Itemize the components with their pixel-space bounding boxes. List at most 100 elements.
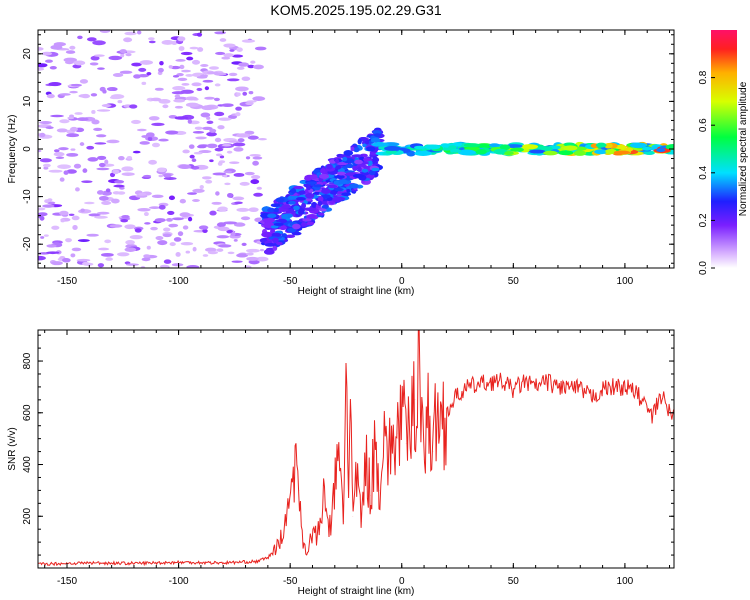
spectrogram-cell	[192, 188, 205, 193]
spectrogram-cell	[354, 159, 363, 165]
spectrogram-cell	[104, 159, 109, 165]
spectrogram-cell	[97, 247, 110, 251]
spectrogram-cell	[38, 63, 48, 68]
spectrogram-cell	[235, 106, 242, 111]
spectrogram-cell	[231, 231, 236, 237]
spectrogram-cell	[138, 67, 147, 72]
spectrogram-cell	[256, 186, 262, 190]
spectrogram-cell	[226, 229, 233, 234]
spectrogram-cell	[262, 217, 275, 223]
spectrogram-cell	[306, 181, 318, 185]
spectrogram-cell	[321, 194, 331, 199]
spectrogram-cell	[475, 148, 487, 155]
x-tick-label: 0	[399, 276, 405, 287]
colorbar-tick-label: 0.6	[698, 118, 709, 132]
spectrogram-cell	[82, 261, 90, 266]
spectrogram-cell	[214, 147, 224, 152]
spectrogram-cell	[163, 173, 172, 178]
spectrogram-cell	[173, 237, 182, 242]
spectrogram-cell	[42, 204, 55, 208]
spectrogram-cell	[179, 198, 186, 204]
spectrogram-cell	[94, 215, 108, 219]
spectrogram-cell	[334, 187, 344, 192]
spectrogram-cell	[97, 67, 105, 70]
spectrogram-cell	[271, 232, 281, 238]
spectrogram-cell	[168, 195, 175, 201]
spectrogram-cell	[48, 169, 63, 173]
spectrogram-cell	[95, 134, 107, 138]
spectrogram-cell	[47, 201, 56, 205]
spectrogram-cell	[192, 131, 205, 134]
spectrogram-cell	[112, 72, 124, 78]
spectrogram-cell	[287, 227, 297, 233]
spectrogram-cell	[163, 177, 177, 180]
spectrogram-cell	[139, 141, 150, 145]
spectrogram-cell	[151, 142, 161, 148]
spectrogram-cell	[643, 150, 656, 156]
spectrogram-cell	[167, 210, 175, 216]
spectrogram-cell	[259, 248, 265, 252]
spectrogram-cell	[200, 64, 209, 67]
spectrogram-cell	[196, 145, 207, 149]
spectrogram-cell	[59, 119, 70, 124]
spectrogram-cell	[334, 158, 340, 164]
spectrogram-cell	[129, 104, 138, 109]
spectrogram-cell	[223, 53, 234, 58]
spectrogram-cell	[141, 135, 149, 138]
spectrogram-cell	[151, 122, 165, 127]
spectrogram-cell	[267, 213, 277, 219]
spectrogram-cell	[244, 171, 255, 176]
spectrogram-cell	[236, 207, 250, 212]
spectrogram-cell	[328, 184, 338, 189]
spectrogram-cell	[563, 145, 578, 151]
spectrogram-cell	[361, 168, 369, 173]
spectrogram-cell	[218, 117, 232, 121]
spectrogram-cell	[285, 209, 296, 214]
spectrogram-cell	[175, 251, 181, 257]
spectrogram-cell	[109, 96, 122, 100]
spectrogram-cell	[73, 163, 82, 169]
spectrogram-cell	[177, 36, 186, 42]
spectrogram-cell	[96, 211, 110, 215]
spectrogram-cell	[272, 245, 278, 251]
spectrogram-cell	[161, 40, 174, 45]
spectrogram-cell	[656, 148, 666, 153]
spectrogram-cell	[200, 74, 209, 78]
spectrogram-cell	[59, 177, 65, 182]
spectrogram-cell	[232, 142, 246, 147]
spectrogram-cell	[290, 187, 297, 194]
spectrogram-cell	[39, 216, 45, 221]
spectrogram-cell	[233, 239, 238, 242]
spectrogram-y-label: Frequency (Hz)	[7, 115, 18, 184]
spectrogram-cell	[185, 250, 191, 254]
spectrogram-cell	[81, 93, 91, 99]
spectrogram-cell	[317, 196, 324, 203]
spectrogram-cell	[605, 148, 617, 155]
spectrogram-cell	[334, 174, 345, 179]
spectrogram-cell	[214, 137, 222, 143]
spectrogram-cell	[352, 173, 364, 179]
spectrogram-cell	[246, 248, 260, 253]
spectrogram-cell	[70, 253, 76, 258]
spectrogram-cell	[112, 87, 118, 91]
spectrogram-cell	[76, 258, 91, 262]
spectrogram-cell	[205, 179, 213, 184]
spectrogram-cell	[235, 112, 241, 117]
spectrogram-cell	[133, 74, 141, 79]
spectrogram-cell	[201, 176, 212, 180]
spectrogram-cell	[106, 139, 120, 144]
spectrogram-cell	[194, 126, 203, 130]
spectrogram-cell	[201, 105, 215, 111]
spectrogram-cell	[217, 226, 230, 232]
spectrogram-cell	[219, 155, 225, 159]
x-tick-label: -50	[283, 576, 298, 587]
spectrogram-cell	[175, 59, 186, 62]
spectrogram-cell	[493, 148, 508, 155]
spectrogram-cell	[98, 162, 106, 168]
spectrogram-cell	[179, 212, 191, 218]
spectrogram-cell	[180, 242, 194, 246]
spectrogram-cell	[227, 192, 234, 198]
spectrogram-cell	[45, 59, 53, 63]
x-tick-label: -50	[283, 276, 298, 287]
